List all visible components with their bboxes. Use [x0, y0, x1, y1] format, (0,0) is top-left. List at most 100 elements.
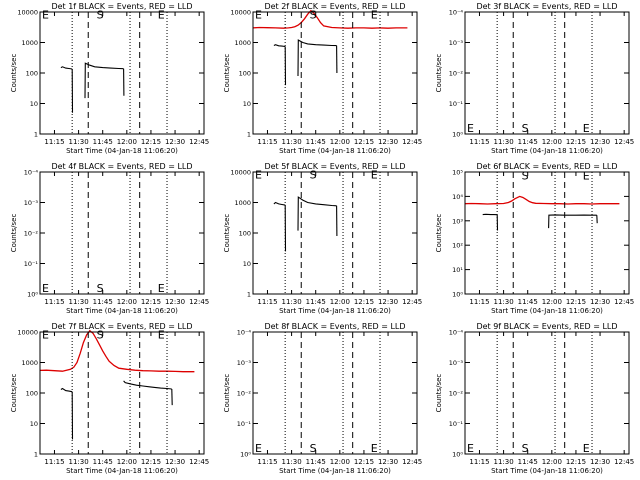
x-tick-label: 11:30: [68, 298, 88, 306]
x-tick-label: 12:00: [117, 298, 137, 306]
x-tick-label: 11:30: [493, 298, 513, 306]
y-tick-label: 10⁰: [452, 291, 463, 299]
y-tick-label: 1000: [21, 359, 38, 367]
y-tick-label: 10000: [17, 9, 38, 17]
lld-series-line: [464, 195, 620, 205]
event-marker-label: E: [255, 8, 262, 21]
x-tick-label: 12:15: [566, 298, 586, 306]
x-tick-label: 11:15: [44, 298, 64, 306]
y-tick-label: 10⁻³: [24, 199, 39, 207]
y-tick-label: 10⁰: [27, 291, 38, 299]
events-series-line: [548, 214, 597, 229]
x-tick-label: 11:15: [44, 458, 64, 466]
y-axis-label: Counts/sec: [223, 374, 231, 413]
event-marker-label: E: [583, 169, 590, 182]
event-marker-label: E: [42, 282, 49, 295]
panel-title: Det 9f BLACK = Events, RED = LLD: [476, 322, 617, 331]
events-series-line: [84, 62, 124, 99]
x-tick-label: 12:00: [117, 138, 137, 146]
x-tick-label: 12:30: [165, 458, 185, 466]
x-tick-label: 11:30: [281, 138, 301, 146]
y-tick-label: 100: [26, 390, 38, 398]
y-axis-label: Counts/sec: [10, 54, 18, 93]
x-tick-label: 12:15: [354, 298, 374, 306]
x-tick-label: 11:45: [518, 298, 538, 306]
panel-title: Det 5f BLACK = Events, RED = LLD: [264, 162, 405, 171]
x-tick-label: 12:00: [117, 458, 137, 466]
events-series-line: [273, 44, 286, 48]
x-axis-label: Start Time (04-Jan-18 11:06:20): [66, 147, 178, 155]
x-tick-label: 12:15: [566, 138, 586, 146]
event-marker-label: E: [158, 282, 165, 295]
y-tick-label: 10000: [230, 9, 251, 17]
event-marker-label: E: [42, 328, 49, 341]
x-tick-label: 11:45: [306, 298, 326, 306]
x-tick-label: 12:15: [141, 458, 161, 466]
event-marker-label: E: [583, 442, 590, 455]
x-axis-label: Start Time (04-Jan-18 11:06:20): [491, 467, 603, 475]
y-tick-label: 10⁵: [452, 169, 463, 177]
y-tick-label: 10: [243, 100, 251, 108]
event-marker-label: S: [97, 8, 104, 21]
events-series-line: [297, 39, 337, 77]
x-tick-label: 11:15: [257, 138, 277, 146]
x-tick-label: 11:30: [281, 458, 301, 466]
x-tick-label: 11:15: [469, 298, 489, 306]
y-tick-label: 100: [239, 230, 251, 238]
event-marker-label: E: [255, 168, 262, 181]
x-tick-label: 12:45: [402, 458, 422, 466]
y-tick-label: 1: [247, 131, 251, 139]
x-tick-label: 11:45: [518, 458, 538, 466]
event-marker-label: E: [371, 8, 378, 21]
x-tick-label: 11:15: [44, 138, 64, 146]
event-marker-label: S: [97, 282, 104, 295]
event-marker-label: S: [522, 122, 529, 135]
x-tick-label: 12:30: [590, 298, 610, 306]
plot-frame: [252, 331, 418, 455]
x-tick-label: 12:30: [165, 138, 185, 146]
y-tick-label: 10⁻⁴: [237, 329, 252, 337]
x-tick-label: 11:30: [68, 138, 88, 146]
event-marker-label: E: [158, 8, 165, 21]
y-tick-label: 10⁰: [452, 131, 463, 139]
x-tick-label: 11:30: [68, 458, 88, 466]
y-axis-label: Counts/sec: [435, 374, 443, 413]
y-tick-label: 10⁻²: [24, 230, 39, 238]
x-tick-label: 12:00: [542, 298, 562, 306]
x-tick-label: 11:45: [93, 138, 113, 146]
y-tick-label: 10³: [452, 217, 463, 225]
y-tick-label: 10⁻¹: [24, 260, 39, 268]
y-tick-label: 10⁻⁴: [449, 329, 464, 337]
y-tick-label: 10⁻²: [449, 390, 464, 398]
x-tick-label: 11:45: [93, 458, 113, 466]
x-tick-label: 11:30: [281, 298, 301, 306]
x-tick-label: 12:45: [614, 458, 634, 466]
plot-frame: [464, 171, 630, 295]
x-tick-label: 11:15: [257, 458, 277, 466]
plot-frame: [252, 171, 418, 295]
y-tick-label: 10⁻¹: [237, 420, 252, 428]
plot-frame: [39, 171, 205, 295]
lld-series-line: [39, 329, 195, 373]
x-tick-label: 11:30: [493, 458, 513, 466]
x-tick-label: 12:15: [141, 138, 161, 146]
y-tick-label: 10: [30, 100, 38, 108]
y-tick-label: 10⁻⁴: [449, 9, 464, 17]
x-axis-label: Start Time (04-Jan-18 11:06:20): [491, 307, 603, 315]
x-tick-label: 12:45: [402, 138, 422, 146]
x-tick-label: 12:00: [330, 458, 350, 466]
x-tick-label: 11:15: [257, 298, 277, 306]
x-tick-label: 12:00: [542, 458, 562, 466]
x-axis-label: Start Time (04-Jan-18 11:06:20): [66, 307, 178, 315]
panel-1: E S E 11:15 11:30 11:45 12:00 12:15 12:30 12:45 1 1…: [10, 2, 209, 155]
x-tick-label: 12:00: [542, 138, 562, 146]
y-tick-label: 10000: [17, 329, 38, 337]
event-marker-label: E: [371, 442, 378, 455]
plot-frame: [39, 331, 205, 455]
events-series-line: [273, 201, 286, 206]
event-marker-label: E: [371, 168, 378, 181]
x-tick-label: 11:45: [93, 298, 113, 306]
y-tick-label: 10²: [452, 242, 463, 250]
event-marker-label: E: [255, 442, 262, 455]
